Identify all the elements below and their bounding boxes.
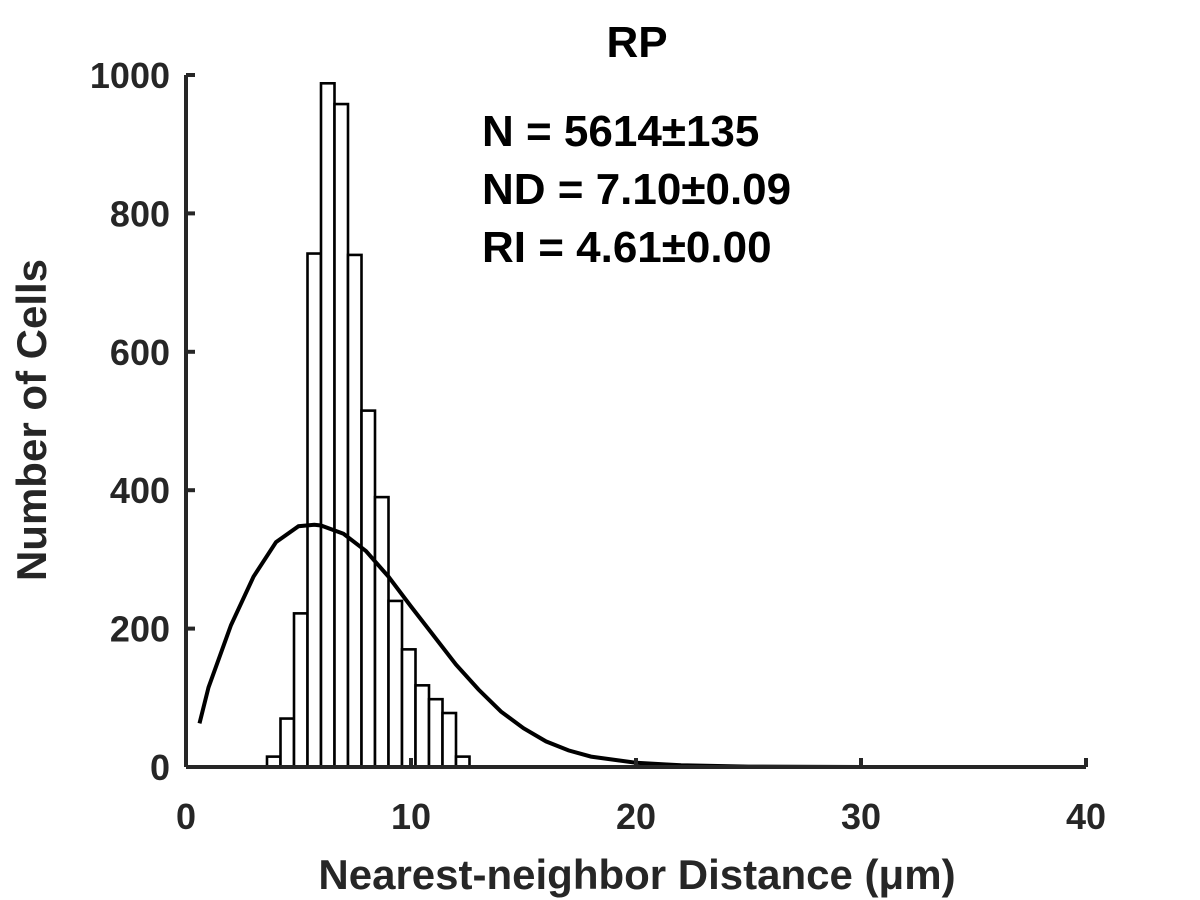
- histogram-bars: [265, 82, 471, 769]
- fit-curve: [197, 522, 1075, 769]
- y-tick-label-5: 1000: [90, 55, 170, 96]
- histogram-bar-6: [346, 253, 363, 769]
- y-axis-label: Number of Cells: [8, 259, 55, 581]
- histogram-bar-2: [292, 612, 309, 769]
- histogram-bar-11: [414, 684, 431, 769]
- annotation-nd: ND = 7.10±0.09: [482, 165, 791, 214]
- x-tick-label-3: 30: [841, 796, 881, 837]
- histogram-bar-10: [400, 648, 417, 769]
- x-tick-label-0: 0: [176, 796, 196, 837]
- x-tick-label-4: 40: [1066, 796, 1106, 837]
- annotation-ri: RI = 4.61±0.00: [482, 223, 772, 272]
- y-tick-label-4: 800: [110, 193, 170, 234]
- histogram-bar-1: [279, 717, 296, 769]
- y-tick-label-3: 600: [110, 332, 170, 373]
- histogram-bar-9: [387, 599, 404, 769]
- chart-title: RP: [606, 18, 667, 67]
- histogram-bar-4: [319, 82, 336, 769]
- x-tick-label-1: 10: [391, 796, 431, 837]
- annotation-n: N = 5614±135: [482, 107, 759, 156]
- x-tick-label-2: 20: [616, 796, 656, 837]
- y-tick-label-0: 0: [150, 747, 170, 788]
- histogram-bar-12: [427, 697, 444, 769]
- y-tick-label-2: 400: [110, 470, 170, 511]
- y-tick-label-1: 200: [110, 609, 170, 650]
- histogram-bar-5: [333, 102, 350, 769]
- histogram-bar-7: [360, 409, 377, 769]
- histogram-bar-13: [441, 711, 458, 769]
- x-axis-label: Nearest-neighbor Distance (μm): [318, 851, 955, 898]
- histogram-bar-8: [373, 495, 390, 769]
- histogram-bar-3: [306, 252, 323, 769]
